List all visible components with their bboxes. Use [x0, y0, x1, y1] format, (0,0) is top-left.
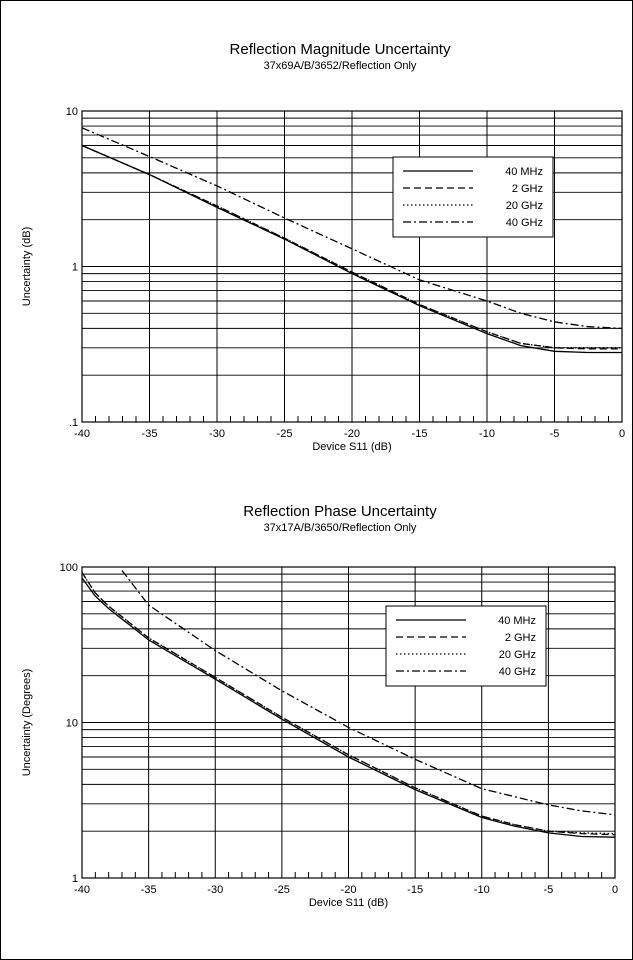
chart-subtitle: 37x17A/B/3650/Reflection Only — [264, 522, 417, 534]
y-tick-label: .1 — [69, 417, 78, 429]
legend-box — [392, 156, 554, 238]
y-axis-label: Uncertainty (dB) — [21, 227, 33, 306]
x-tick-label: -25 — [277, 428, 293, 440]
legend-box — [385, 605, 547, 687]
y-tick-label: 1 — [72, 873, 78, 885]
chart-title: Reflection Phase Uncertainty — [243, 503, 437, 520]
series-line-40-ghz — [121, 570, 616, 816]
legend-label: 40 MHz — [498, 615, 536, 627]
x-tick-label: -10 — [479, 428, 495, 440]
x-tick-label: -10 — [474, 884, 490, 896]
x-tick-label: -15 — [407, 884, 423, 896]
x-tick-label: -5 — [550, 428, 560, 440]
x-tick-label: 0 — [619, 428, 625, 440]
y-tick-label: 10 — [66, 106, 78, 118]
series-group — [81, 570, 616, 838]
legend-label: 2 GHz — [505, 632, 536, 644]
legend-label: 20 GHz — [499, 649, 536, 661]
x-tick-label: -35 — [142, 428, 158, 440]
chart-2: Reflection Phase Uncertainty 37x17A/B/365… — [21, 503, 618, 909]
x-tick-label: -25 — [274, 884, 290, 896]
chart-1: Reflection Magnitude Uncertainty 37x69A/B… — [21, 41, 625, 453]
chart-title: Reflection Magnitude Uncertainty — [230, 41, 451, 58]
legend-label: 2 GHz — [512, 183, 543, 195]
legend-label: 20 GHz — [506, 200, 543, 212]
legend-label: 40 GHz — [506, 217, 543, 229]
y-tick-label: 10 — [66, 718, 78, 730]
x-tick-label: -35 — [141, 884, 157, 896]
series-line-40-mhz — [81, 144, 622, 354]
x-tick-label: 0 — [612, 884, 618, 896]
x-tick-label: -40 — [74, 884, 90, 896]
y-axis-label: Uncertainty (Degrees) — [21, 669, 33, 777]
x-axis-label: Device S11 (dB) — [309, 897, 388, 909]
x-axis-label: Device S11 (dB) — [312, 441, 391, 453]
plot-frame — [81, 110, 623, 423]
chart-subtitle: 37x69A/B/3652/Reflection Only — [264, 60, 417, 72]
x-tick-label: -15 — [412, 428, 428, 440]
grid — [81, 110, 623, 423]
x-tick-label: -30 — [207, 884, 223, 896]
legend: 40 MHz 2 GHz 20 GHz 40 GHz — [392, 156, 554, 238]
series-line-20-ghz — [81, 144, 622, 349]
x-tick-label: -40 — [74, 428, 90, 440]
y-tick-label: 100 — [60, 562, 78, 574]
plot-frame — [81, 566, 616, 879]
series-line-20-ghz — [81, 572, 616, 835]
x-tick-label: -30 — [209, 428, 225, 440]
y-tick-label: 1 — [72, 262, 78, 274]
x-tick-label: -20 — [344, 428, 360, 440]
series-group — [81, 127, 623, 354]
series-line-40-ghz — [81, 127, 623, 330]
series-line-2-ghz — [81, 144, 622, 350]
legend: 40 MHz 2 GHz 20 GHz 40 GHz — [385, 605, 547, 687]
legend-label: 40 GHz — [499, 666, 536, 678]
x-tick-label: -5 — [543, 884, 553, 896]
legend-label: 40 MHz — [505, 166, 543, 178]
series-line-40-mhz — [81, 577, 616, 838]
x-tick-label: -20 — [341, 884, 357, 896]
